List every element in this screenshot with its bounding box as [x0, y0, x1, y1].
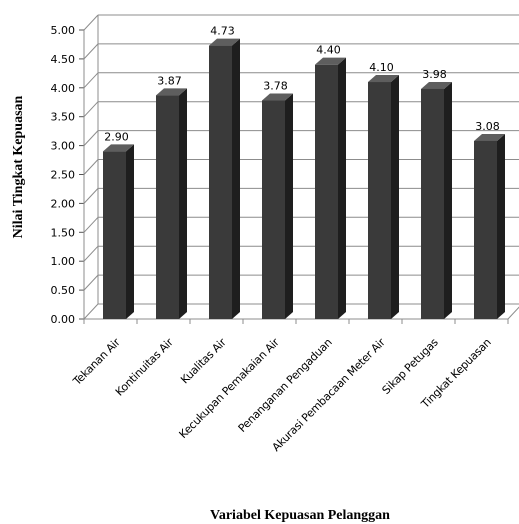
bar — [156, 88, 187, 320]
gridline-depth — [83, 159, 99, 175]
gridline-depth — [83, 188, 99, 204]
data-label: 3.08 — [475, 120, 500, 133]
data-label: 3.87 — [157, 74, 182, 87]
bar-front — [209, 45, 232, 320]
y-tick-label: 2.00 — [51, 197, 76, 210]
bar-side — [285, 93, 293, 320]
bar-front — [315, 64, 338, 320]
y-tick-label: 4.50 — [51, 53, 76, 66]
bar-top — [474, 133, 505, 141]
bar-side — [232, 38, 240, 320]
y-tick-label: 3.50 — [51, 111, 76, 124]
data-label: 3.98 — [422, 68, 447, 81]
data-label: 4.10 — [369, 61, 394, 74]
bar-top — [103, 144, 134, 152]
gridline-depth — [83, 101, 99, 118]
bar-front — [474, 140, 497, 319]
x-axis-title: Variabel Kepuasan Pelanggan — [210, 508, 390, 523]
bar-top — [156, 88, 187, 96]
bar-front — [368, 82, 391, 320]
bar-top — [368, 75, 399, 83]
bar-front — [156, 95, 179, 320]
bar — [315, 57, 346, 320]
data-label: 2.90 — [104, 130, 129, 143]
floor-right-edge — [507, 306, 519, 320]
data-label: 4.40 — [316, 44, 341, 57]
bar — [103, 144, 134, 319]
bar-top — [262, 93, 293, 101]
x-tick-label: Kualitas Air — [178, 335, 229, 386]
y-tick-labels: 0.00 0.50 1.00 1.50 2.00 2.50 3.00 3.50 4.00 4.50… — [51, 24, 76, 326]
y-tick-label: 0.00 — [51, 313, 76, 326]
x-tick-label: Kontinuitas Air — [113, 335, 176, 398]
x-tick-label: Akurasi Pembacaan Meter Air — [270, 335, 389, 454]
gridline-depth — [83, 274, 99, 291]
gridline-depth — [83, 303, 99, 320]
y-tick-label: 4.00 — [51, 82, 76, 95]
bar-side — [391, 75, 399, 320]
bar-top — [421, 81, 452, 89]
bar-front — [262, 100, 285, 320]
y-tick-label: 1.50 — [51, 226, 76, 239]
gridline-depth — [83, 245, 99, 262]
y-tick-label: 0.50 — [51, 284, 76, 297]
x-tick-label: Kecukupan Pemakaian Air — [177, 335, 283, 441]
gridline-depth — [83, 72, 99, 89]
bar-side — [497, 133, 505, 319]
y-tick-label: 3.00 — [51, 140, 76, 153]
bar-front — [103, 151, 126, 319]
bar-front — [421, 88, 444, 320]
bar — [209, 38, 240, 320]
bar — [262, 93, 293, 320]
y-tick-label: 5.00 — [51, 24, 76, 37]
bars — [103, 38, 505, 320]
bar — [368, 75, 399, 320]
y-axis-title: Nilai Tingkat Kepuasan — [11, 95, 26, 238]
y-tick-label: 2.50 — [51, 169, 76, 182]
data-label: 4.73 — [210, 25, 235, 38]
y-tick-label: 1.00 — [51, 255, 76, 268]
gridline-depth — [83, 216, 99, 233]
gridline-depth — [83, 130, 99, 146]
bar-top — [315, 57, 346, 65]
x-tick-label: Tekanan Air — [70, 335, 123, 388]
data-labels: 2.90 3.87 4.73 3.78 4.40 4.10 3.98 3.08 — [104, 25, 500, 144]
bar — [474, 133, 505, 319]
bar-side — [338, 57, 346, 320]
axes — [79, 29, 519, 324]
gridline-depth — [83, 14, 99, 31]
bar-side — [444, 81, 452, 320]
x-tick-label: Penanganan Pengaduan — [236, 336, 335, 435]
bar-side — [126, 144, 134, 319]
data-label: 3.78 — [263, 80, 288, 93]
bar-top — [209, 38, 240, 46]
bar-side — [179, 88, 187, 320]
bar — [421, 81, 452, 320]
gridline-depth — [83, 43, 99, 60]
gridlines — [83, 14, 519, 320]
